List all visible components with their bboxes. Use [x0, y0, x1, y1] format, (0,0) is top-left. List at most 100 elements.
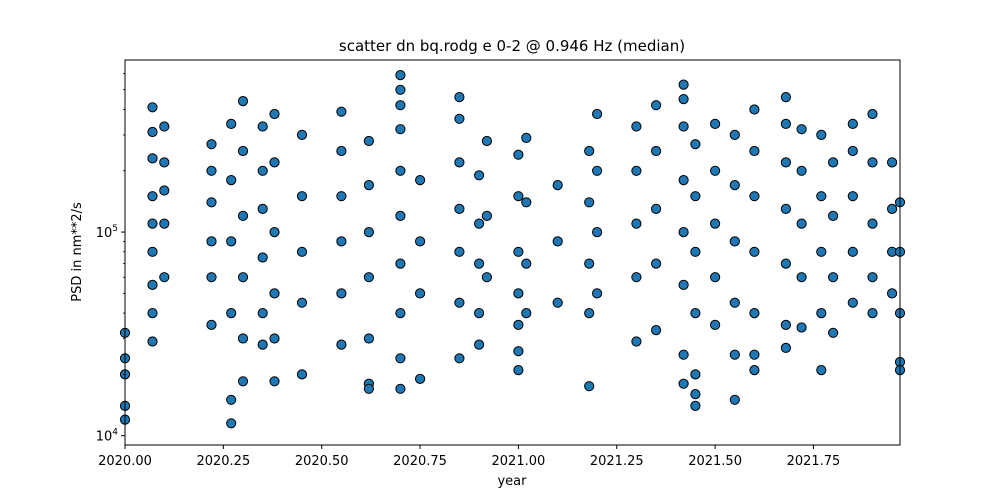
data-point	[796, 124, 807, 135]
x-axis-ticks: 2020.00 2020.25 2020.50 2020.75 2021.00 2021.…	[98, 445, 840, 469]
data-point	[552, 180, 563, 191]
data-point	[749, 365, 760, 376]
data-point	[584, 381, 595, 392]
data-point	[749, 308, 760, 319]
data-point	[513, 346, 524, 357]
data-point	[257, 252, 268, 263]
data-point	[363, 227, 374, 238]
data-point	[147, 191, 158, 202]
data-point	[828, 272, 839, 283]
data-point	[237, 210, 249, 221]
data-point	[521, 308, 532, 319]
data-point	[269, 333, 280, 344]
data-point	[729, 129, 740, 140]
data-point	[710, 118, 721, 130]
data-point	[690, 400, 701, 411]
x-tick-label: 2020.25	[196, 454, 250, 469]
data-point	[678, 79, 689, 90]
data-point	[395, 84, 406, 95]
data-point	[226, 308, 237, 319]
data-point	[867, 308, 878, 319]
data-point	[749, 349, 760, 360]
data-point	[415, 175, 426, 186]
data-point	[678, 175, 689, 186]
data-point	[678, 349, 689, 360]
data-point	[237, 145, 249, 157]
data-point	[816, 365, 827, 376]
data-point	[257, 308, 268, 319]
data-point	[592, 108, 603, 120]
data-point	[147, 126, 158, 138]
data-point	[363, 383, 374, 394]
data-point	[780, 157, 792, 168]
data-point	[729, 297, 740, 308]
data-point	[867, 218, 878, 229]
data-point	[651, 145, 662, 157]
data-point	[521, 197, 532, 208]
data-point	[710, 165, 721, 176]
data-point	[749, 104, 760, 115]
data-point	[257, 165, 268, 176]
data-point	[336, 339, 347, 350]
data-point	[474, 218, 485, 229]
data-point	[592, 165, 603, 176]
data-point	[796, 322, 807, 333]
data-point	[867, 272, 878, 283]
data-point	[257, 339, 268, 350]
data-point	[828, 327, 839, 338]
data-point	[651, 258, 662, 269]
data-point	[816, 308, 827, 319]
data-point	[395, 383, 406, 394]
data-point	[363, 272, 374, 283]
data-point	[336, 145, 347, 157]
data-point	[887, 288, 898, 299]
data-point	[631, 272, 642, 283]
data-point	[631, 121, 642, 132]
x-tick-label: 2020.00	[98, 454, 152, 469]
data-point	[690, 369, 701, 380]
data-point	[454, 297, 465, 308]
data-point	[226, 118, 237, 130]
data-point	[584, 197, 595, 208]
data-point	[395, 100, 406, 111]
data-point	[481, 272, 492, 283]
data-point	[678, 378, 689, 389]
data-point	[226, 418, 237, 429]
data-point	[206, 139, 217, 150]
data-point	[796, 165, 807, 176]
data-point	[749, 191, 760, 202]
data-point	[395, 353, 406, 364]
data-point	[147, 218, 158, 229]
data-point	[521, 132, 532, 143]
data-point	[296, 191, 308, 202]
data-point	[336, 106, 347, 117]
data-points	[119, 70, 906, 429]
data-point	[690, 139, 701, 150]
data-point	[521, 258, 532, 269]
data-point	[592, 288, 603, 299]
data-point	[513, 191, 524, 202]
data-point	[159, 218, 170, 229]
data-point	[363, 135, 374, 147]
data-point	[780, 92, 792, 103]
y-tick-label: 105	[96, 224, 118, 241]
data-point	[269, 157, 280, 168]
y-tick-label: 104	[96, 428, 119, 445]
data-point	[147, 153, 158, 164]
data-point	[481, 135, 492, 147]
data-point	[226, 175, 237, 186]
data-point	[395, 70, 406, 81]
data-point	[237, 333, 249, 344]
data-point	[454, 246, 465, 257]
data-point	[395, 165, 406, 176]
data-point	[887, 203, 898, 214]
y-axis-label: PSD in nm**2/s	[70, 202, 85, 302]
data-point	[454, 92, 465, 103]
data-point	[513, 246, 524, 257]
data-point	[780, 258, 792, 269]
data-point	[257, 203, 268, 214]
x-tick-label: 2021.25	[590, 454, 644, 469]
data-point	[678, 227, 689, 238]
data-point	[847, 191, 858, 202]
